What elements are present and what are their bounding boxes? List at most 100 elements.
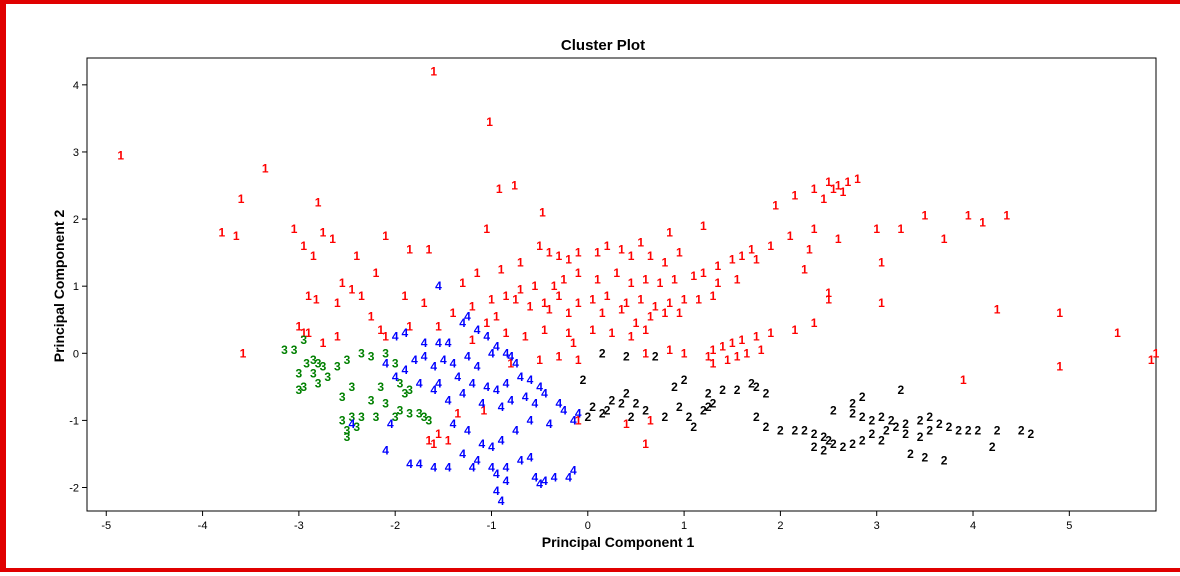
cluster-1-point: 1 bbox=[594, 246, 601, 260]
cluster-2-point: 2 bbox=[719, 383, 726, 397]
cluster-3-point: 3 bbox=[397, 376, 404, 390]
cluster-1-point: 1 bbox=[541, 323, 548, 337]
cluster-2-point: 2 bbox=[878, 434, 885, 448]
cluster-3-point: 3 bbox=[300, 333, 307, 347]
cluster-1-point: 1 bbox=[801, 262, 808, 276]
cluster-2-point: 2 bbox=[926, 410, 933, 424]
cluster-1-point: 1 bbox=[474, 266, 481, 280]
cluster-1-point: 1 bbox=[358, 289, 365, 303]
cluster-1-point: 1 bbox=[690, 269, 697, 283]
cluster-4-point: 4 bbox=[517, 370, 524, 384]
cluster-1-point: 1 bbox=[541, 296, 548, 310]
cluster-2-point: 2 bbox=[869, 427, 876, 441]
cluster-1-point: 1 bbox=[450, 306, 457, 320]
cluster-3-point: 3 bbox=[296, 366, 303, 380]
cluster-4-point: 4 bbox=[527, 450, 534, 464]
x-tick-label: -1 bbox=[487, 520, 497, 532]
cluster-3-point: 3 bbox=[339, 390, 346, 404]
cluster-1-point: 1 bbox=[334, 296, 341, 310]
cluster-1-point: 1 bbox=[565, 326, 572, 340]
cluster-1-point: 1 bbox=[426, 242, 433, 256]
cluster-2-point: 2 bbox=[849, 407, 856, 421]
cluster-4-point: 4 bbox=[445, 460, 452, 474]
cluster-1-point: 1 bbox=[218, 225, 225, 239]
cluster-1-point: 1 bbox=[296, 319, 303, 333]
cluster-1-point: 1 bbox=[609, 326, 616, 340]
cluster-1-point: 1 bbox=[618, 242, 625, 256]
cluster-4-point: 4 bbox=[474, 454, 481, 468]
cluster-4-point: 4 bbox=[435, 376, 442, 390]
cluster-2-point: 2 bbox=[917, 413, 924, 427]
cluster-2-point: 2 bbox=[941, 454, 948, 468]
cluster-2-point: 2 bbox=[994, 423, 1001, 437]
cluster-1-point: 1 bbox=[483, 316, 490, 330]
y-tick-label: 4 bbox=[73, 80, 79, 92]
cluster-1-point: 1 bbox=[469, 333, 476, 347]
cluster-1-point: 1 bbox=[671, 272, 678, 286]
cluster-1-point: 1 bbox=[647, 413, 654, 427]
cluster-4-point: 4 bbox=[507, 350, 514, 364]
cluster-4-point: 4 bbox=[459, 387, 466, 401]
cluster-1-point: 1 bbox=[575, 296, 582, 310]
cluster-1-point: 1 bbox=[637, 293, 644, 307]
cluster-4-point: 4 bbox=[392, 370, 399, 384]
cluster-4-point: 4 bbox=[488, 440, 495, 454]
cluster-4-point: 4 bbox=[493, 340, 500, 354]
cluster-3-point: 3 bbox=[392, 410, 399, 424]
cluster-4-point: 4 bbox=[517, 454, 524, 468]
cluster-1-point: 1 bbox=[594, 272, 601, 286]
cluster-3-point: 3 bbox=[303, 356, 310, 370]
cluster-2-point: 2 bbox=[869, 413, 876, 427]
y-tick-label: -2 bbox=[69, 483, 79, 495]
cluster-4-point: 4 bbox=[464, 423, 471, 437]
cluster-1-point: 1 bbox=[652, 299, 659, 313]
cluster-1-point: 1 bbox=[480, 403, 487, 417]
cluster-2-point: 2 bbox=[878, 410, 885, 424]
cluster-2-point: 2 bbox=[1018, 423, 1025, 437]
cluster-4-point: 4 bbox=[440, 353, 447, 367]
cluster-1-point: 1 bbox=[522, 330, 529, 344]
cluster-4-point: 4 bbox=[406, 457, 413, 471]
cluster-1-point: 1 bbox=[714, 276, 721, 290]
x-tick-label: 5 bbox=[1066, 520, 1072, 532]
cluster-1-point: 1 bbox=[459, 276, 466, 290]
cluster-4-point: 4 bbox=[536, 380, 543, 394]
cluster-4-point: 4 bbox=[435, 336, 442, 350]
cluster-1-point: 1 bbox=[623, 417, 630, 431]
cluster-2-point: 2 bbox=[883, 423, 890, 437]
cluster-1-point: 1 bbox=[556, 289, 563, 303]
cluster-2-point: 2 bbox=[792, 423, 799, 437]
cluster-1-point: 1 bbox=[695, 293, 702, 307]
cluster-1-point: 1 bbox=[772, 199, 779, 213]
cluster-1-point: 1 bbox=[503, 326, 510, 340]
cluster-4-point: 4 bbox=[454, 370, 461, 384]
cluster-3-point: 3 bbox=[334, 360, 341, 374]
cluster-4-point: 4 bbox=[421, 350, 428, 364]
cluster-1-point: 1 bbox=[748, 242, 755, 256]
cluster-4-point: 4 bbox=[401, 326, 408, 340]
cluster-2-point: 2 bbox=[811, 427, 818, 441]
cluster-4-point: 4 bbox=[474, 360, 481, 374]
cluster-1-point: 1 bbox=[382, 229, 389, 243]
cluster-2-point: 2 bbox=[623, 350, 630, 364]
cluster-4-point: 4 bbox=[435, 279, 442, 293]
cluster-1-point: 1 bbox=[676, 306, 683, 320]
cluster-2-point: 2 bbox=[652, 350, 659, 364]
cluster-3-point: 3 bbox=[320, 360, 327, 374]
cluster-1-point: 1 bbox=[300, 326, 307, 340]
cluster-4-point: 4 bbox=[469, 460, 476, 474]
cluster-1-point: 1 bbox=[878, 256, 885, 270]
cluster-1-point: 1 bbox=[233, 229, 240, 243]
cluster-2-point: 2 bbox=[917, 430, 924, 444]
cluster-3-point: 3 bbox=[296, 383, 303, 397]
x-tick-label: 4 bbox=[970, 520, 976, 532]
cluster-1-point: 1 bbox=[811, 182, 818, 196]
cluster-1-point: 1 bbox=[575, 413, 582, 427]
cluster-4-point: 4 bbox=[459, 316, 466, 330]
cluster-2-point: 2 bbox=[820, 430, 827, 444]
cluster-4-point: 4 bbox=[450, 417, 457, 431]
cluster-2-point: 2 bbox=[710, 397, 717, 411]
cluster-1-point: 1 bbox=[496, 182, 503, 196]
cluster-4-point: 4 bbox=[479, 437, 486, 451]
